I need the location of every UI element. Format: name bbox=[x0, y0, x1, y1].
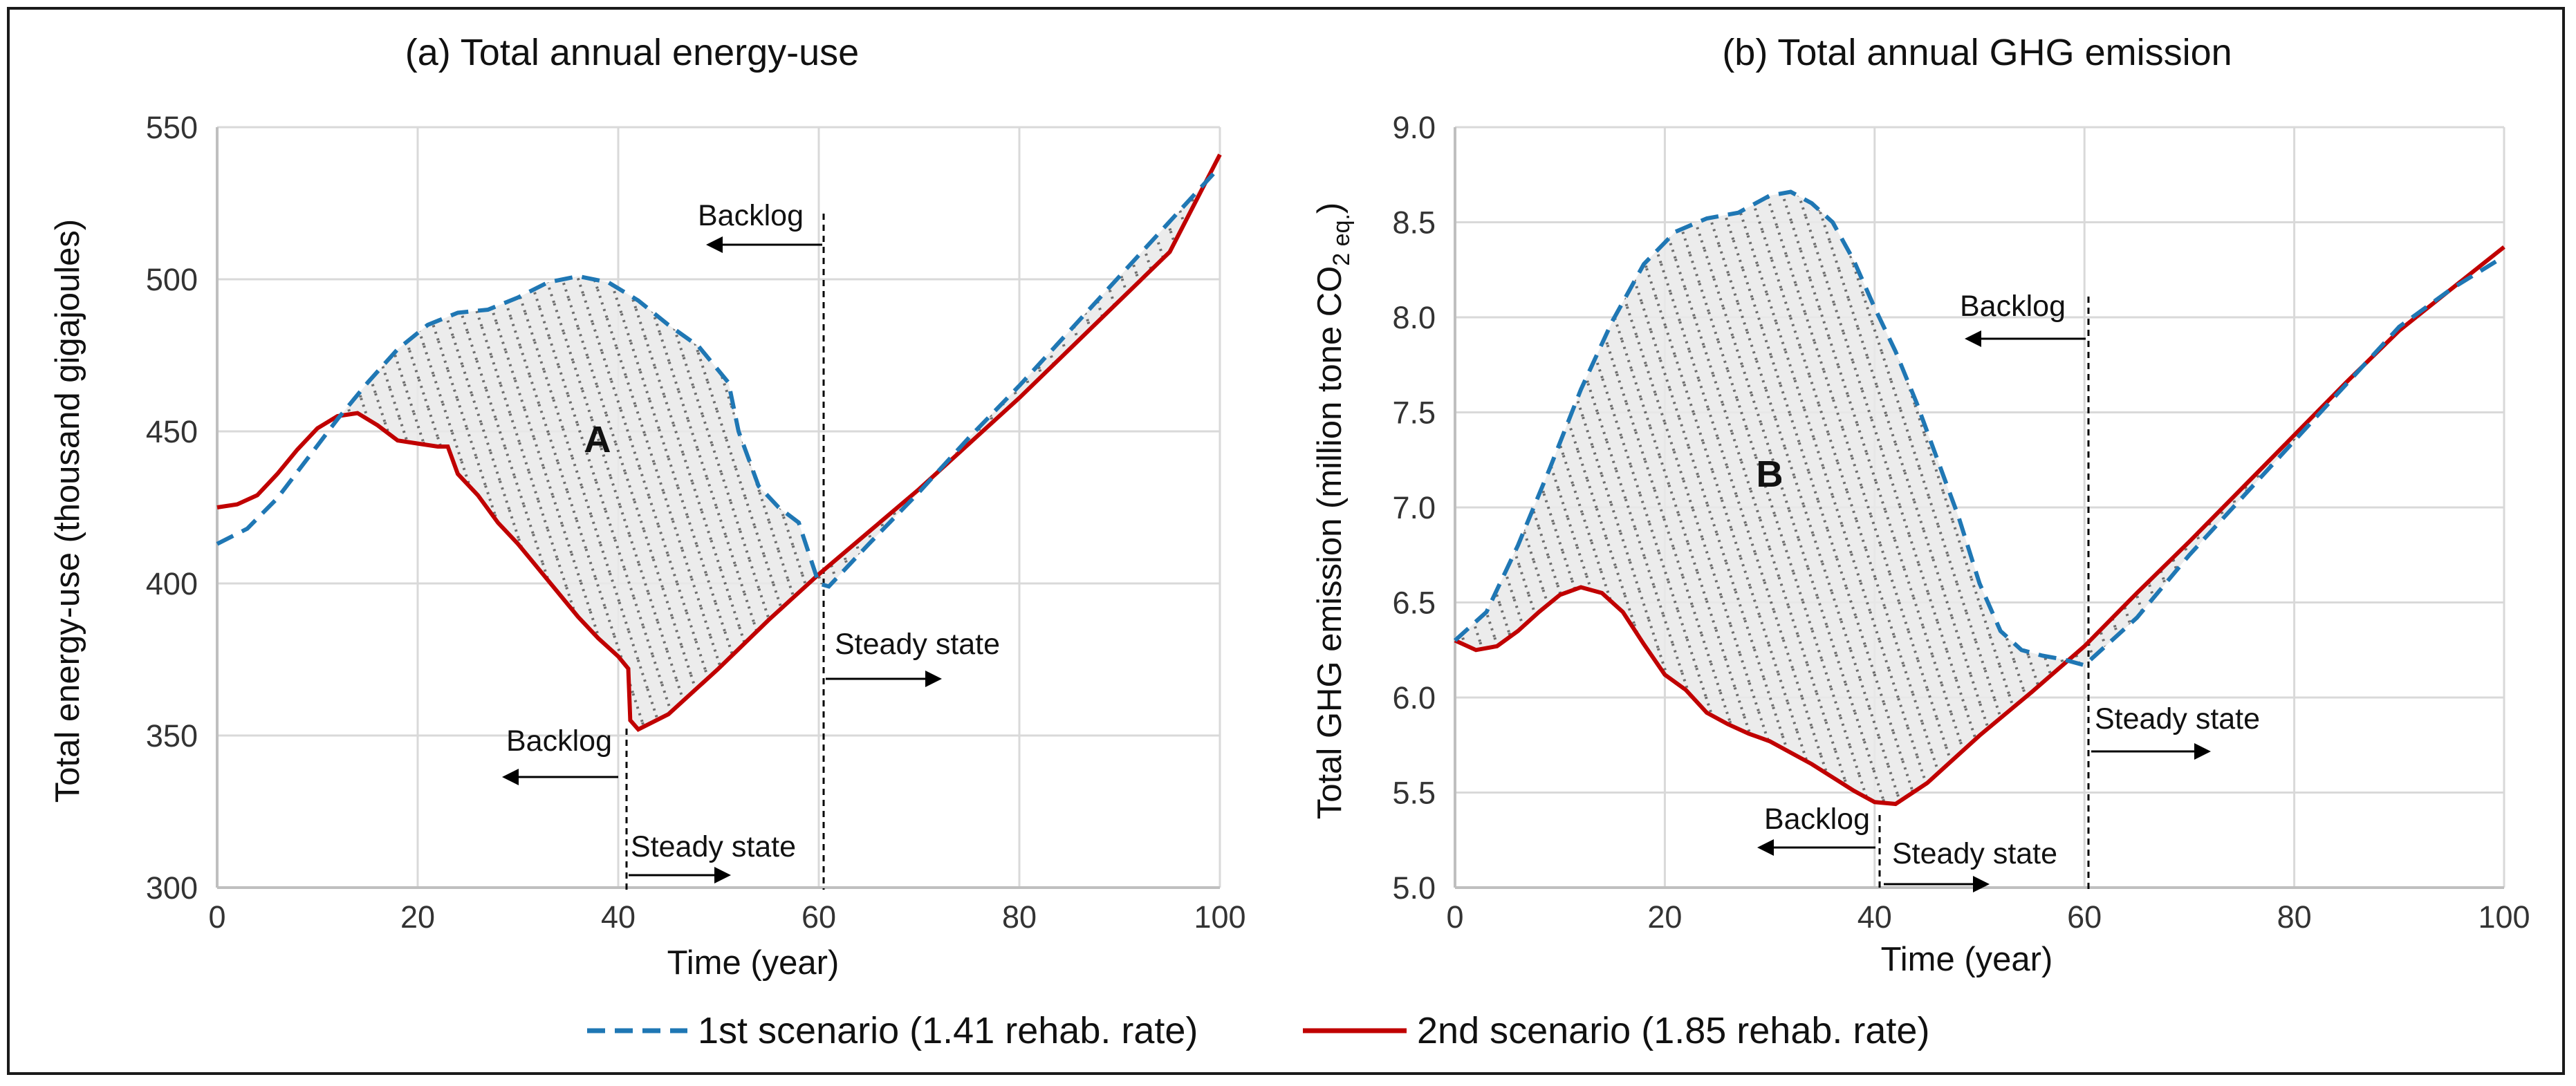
chart-b-x-label: Time (year) bbox=[1881, 941, 2053, 978]
region-a-label: A bbox=[584, 419, 611, 460]
chart-a-x-ticks: 0 20 40 60 80 100 bbox=[208, 899, 1245, 935]
chart-b-y-label: Total GHG emission (million tone CO2 eq.… bbox=[1311, 203, 1355, 820]
chart-b-x-tick-4: 80 bbox=[2277, 899, 2312, 935]
chart-a-x-tick-3: 60 bbox=[801, 899, 836, 935]
chart-a-backlog-lower: Backlog bbox=[506, 724, 612, 758]
chart-a-x-tick-4: 80 bbox=[1002, 899, 1037, 935]
chart-b-y-tick-6: 8.0 bbox=[1392, 300, 1436, 335]
chart-b-y-tick-1: 5.5 bbox=[1392, 776, 1436, 811]
chart-a-x-tick-2: 40 bbox=[601, 899, 636, 935]
chart-b-y-tick-2: 6.0 bbox=[1392, 680, 1436, 715]
figure-frame: (a) Total annual energy-use 300 350 400 450… bbox=[7, 7, 2565, 1075]
chart-b-series-1st-scenario bbox=[1453, 189, 2505, 668]
legend-label-2nd-scenario: 2nd scenario (1.85 rehab. rate) bbox=[1417, 1010, 1929, 1051]
region-b-shading bbox=[1460, 191, 2447, 804]
chart-a-x-tick-0: 0 bbox=[208, 899, 225, 935]
chart-b-y-ticks: 5.0 5.5 6.0 6.5 7.0 7.5 8.0 8.5 9.0 bbox=[1392, 110, 1436, 906]
chart-b-backlog-upper: Backlog bbox=[1960, 290, 2066, 323]
figure-canvas: (a) Total annual energy-use 300350400450… bbox=[49, 32, 2530, 1051]
chart-a-x-label: Time (year) bbox=[667, 944, 840, 982]
ghg-emission-chart: (b) Total annual GHG emission 5.0 5.5 6.0 6… bbox=[1311, 32, 2530, 978]
chart-a-title: (a) Total annual energy-use bbox=[405, 32, 859, 73]
legend: 1st scenario (1.41 rehab. rate) 2nd scen… bbox=[587, 1010, 1929, 1051]
chart-b-y-tick-3: 6.5 bbox=[1392, 586, 1436, 621]
chart-b-steady-upper: Steady state bbox=[2095, 702, 2260, 736]
chart-a-steady-upper: Steady state bbox=[835, 628, 1000, 661]
chart-b-x-ticks: 0 20 40 60 80 100 bbox=[1446, 899, 2530, 935]
chart-a-backlog-upper: Backlog bbox=[698, 199, 804, 232]
chart-b-x-tick-3: 60 bbox=[2067, 899, 2102, 935]
legend-label-1st-scenario: 1st scenario (1.41 rehab. rate) bbox=[698, 1010, 1198, 1051]
chart-b-y-tick-0: 5.0 bbox=[1392, 870, 1436, 906]
chart-b-y-tick-5: 7.5 bbox=[1392, 395, 1436, 431]
chart-b-y-tick-4: 7.0 bbox=[1392, 490, 1436, 525]
chart-b-backlog-lower: Backlog bbox=[1764, 803, 1870, 836]
chart-b-x-tick-5: 100 bbox=[2478, 899, 2530, 935]
chart-a-y-tick-4: 500 bbox=[146, 262, 198, 297]
chart-a-y-ticks: 300 350 400 450 500 550 bbox=[146, 110, 198, 906]
chart-a-steady-lower: Steady state bbox=[631, 830, 796, 863]
chart-b-x-tick-0: 0 bbox=[1446, 899, 1463, 935]
chart-a-y-tick-5: 550 bbox=[146, 110, 198, 145]
chart-a-series-1st-scenario bbox=[216, 165, 1222, 589]
chart-b-x-tick-2: 40 bbox=[1857, 899, 1892, 935]
chart-a-y-tick-1: 350 bbox=[146, 718, 198, 753]
chart-b-series-2nd-scenario bbox=[1454, 245, 2505, 807]
chart-a-y-tick-2: 400 bbox=[146, 566, 198, 601]
chart-a-x-tick-5: 100 bbox=[1194, 899, 1245, 935]
chart-a-y-label: Total energy-use (thousand gigajoules) bbox=[49, 219, 86, 803]
chart-b-steady-lower: Steady state bbox=[1892, 837, 2057, 870]
chart-a-x-tick-1: 20 bbox=[400, 899, 435, 935]
chart-a-y-tick-3: 450 bbox=[146, 414, 198, 449]
chart-b-y-tick-7: 8.5 bbox=[1392, 205, 1436, 241]
chart-b-title: (b) Total annual GHG emission bbox=[1722, 32, 2232, 73]
region-a-shading bbox=[342, 183, 1205, 730]
energy-use-chart: (a) Total annual energy-use 300350400450… bbox=[49, 32, 1246, 982]
chart-a-y-tick-0: 300 bbox=[146, 870, 198, 906]
region-b-label: B bbox=[1757, 453, 1783, 495]
chart-b-y-tick-8: 9.0 bbox=[1392, 110, 1436, 145]
chart-b-x-tick-1: 20 bbox=[1647, 899, 1682, 935]
